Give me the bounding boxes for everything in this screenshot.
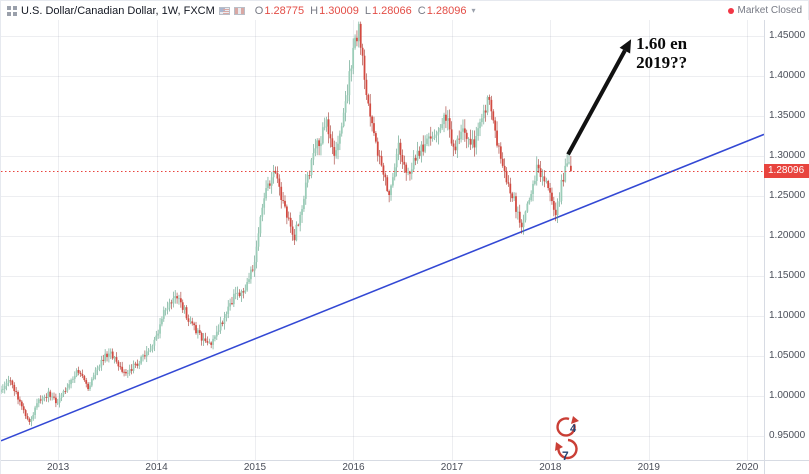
price-chart-canvas[interactable] <box>1 20 764 460</box>
time-axis-label: 2018 <box>539 462 562 473</box>
price-axis-label: 1.20000 <box>769 230 806 241</box>
watchlist-grid-icon[interactable] <box>7 5 17 16</box>
last-price-tag: 1.28096 <box>764 164 809 179</box>
market-status-dot <box>727 7 734 14</box>
low-value: 1.28066 <box>371 4 412 17</box>
axis-corner <box>764 460 809 474</box>
ohlc-readout: O 1.28775 H 1.30009 L 1.28066 C 1.28096 <box>249 5 467 17</box>
price-axis-label: 1.25000 <box>769 190 806 201</box>
watermark-digit-top: 4 <box>570 423 577 435</box>
time-axis-label: 2020 <box>736 462 759 473</box>
time-axis-label: 2013 <box>46 462 70 473</box>
market-status: Market Closed <box>727 5 802 16</box>
close-value: 1.28096 <box>426 4 467 17</box>
time-axis-label: 2014 <box>145 462 168 473</box>
price-axis-label: 1.00000 <box>769 390 806 401</box>
us-flag-icon <box>218 6 230 15</box>
time-axis-label: 2016 <box>342 462 365 473</box>
price-axis-label: 1.30000 <box>769 150 806 161</box>
price-axis-label: 1.10000 <box>769 310 806 321</box>
symbol-title[interactable]: U.S. Dollar/Canadian Dollar, 1W, FXCM <box>21 4 215 17</box>
time-axis[interactable]: 2013 2014 2015 2016 2017 2018 2019 2020 <box>1 460 764 474</box>
time-axis-label: 2015 <box>243 462 267 473</box>
watermark-digit-bottom: 7 <box>562 449 569 463</box>
market-status-label: Market Closed <box>737 5 802 16</box>
low-label: L <box>364 4 371 17</box>
price-axis-label: 1.40000 <box>769 70 806 81</box>
price-axis-label: 1.05000 <box>769 350 806 361</box>
price-axis-label: 1.45000 <box>769 30 806 41</box>
open-value: 1.28775 <box>264 4 305 17</box>
annotation-line1: 1.60 en <box>636 34 688 54</box>
high-value: 1.30009 <box>319 4 359 17</box>
time-axis-label: 2017 <box>440 462 464 473</box>
time-axis-label: 2019 <box>637 462 660 473</box>
open-label: O <box>254 4 264 17</box>
watermark-logo: 4 7 <box>549 415 583 468</box>
annotation-line2: 2019?? <box>636 53 688 73</box>
price-axis[interactable]: 1.45000 1.40000 1.35000 1.30000 1.25000 1.200… <box>764 20 809 460</box>
canada-flag-icon <box>233 6 245 15</box>
price-axis-label: 1.35000 <box>769 110 806 121</box>
close-label: C <box>417 4 426 17</box>
chart-area: 1.60 en 2019?? 4 7 1.45000 1.40000 1.35000… <box>1 20 809 474</box>
high-label: H <box>310 4 319 17</box>
annotation-text[interactable]: 1.60 en 2019?? <box>636 34 687 72</box>
price-axis-label: 1.15000 <box>769 270 806 281</box>
legend-toggle-icon[interactable]: ▾ <box>471 6 476 15</box>
price-axis-label: 0.95000 <box>769 430 806 441</box>
